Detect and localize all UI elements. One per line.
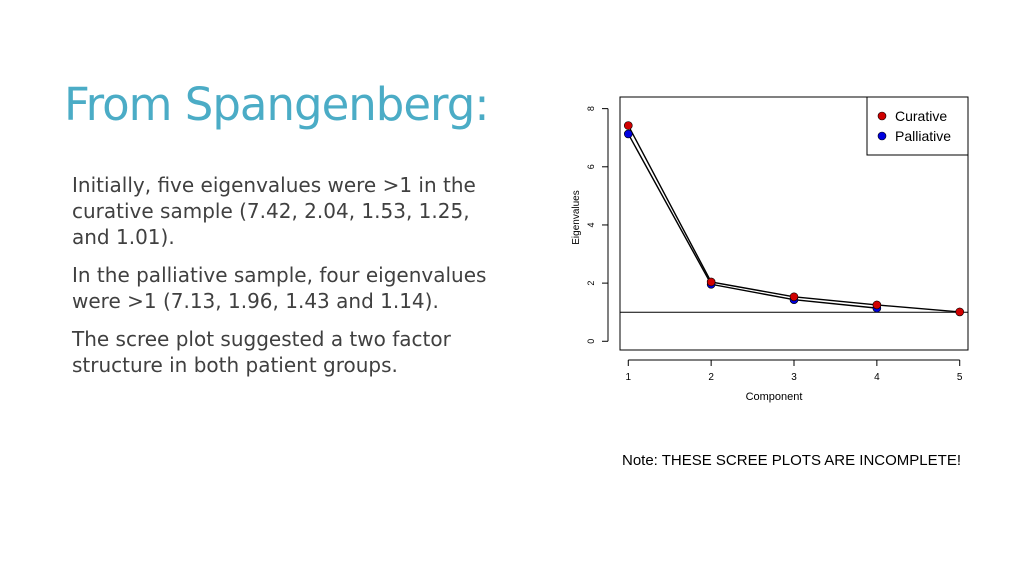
paragraph-scree: The scree plot suggested a two factor st…: [72, 327, 451, 377]
paragraph-curative: Initially, five eigenvalues were >1 in t…: [72, 173, 476, 249]
series-line-palliative: [627, 133, 877, 309]
note-text: Note: THESE SCREE PLOTS ARE INCOMPLETE!: [622, 452, 961, 469]
scree-plot-svg: 0 2 4 6 8 1 2 3 4 5 Component Eigenvalues Curative Pa…: [571, 96, 969, 403]
paragraph-palliative: In the palliative sample, four eigenvalu…: [72, 263, 487, 313]
slide-body: Initially, five eigenvalues were >1 in t…: [72, 172, 492, 390]
y-tick-label: 4: [586, 222, 596, 227]
y-tick-label: 8: [586, 106, 596, 111]
x-tick-label: 3: [791, 372, 797, 383]
scree-plot: 0 2 4 6 8 1 2 3 4 5 Component Eigenvalues Curative Pa…: [555, 88, 985, 418]
data-point-curative: [706, 277, 716, 287]
data-point-curative: [623, 121, 633, 130]
data-point-curative: [872, 300, 882, 310]
legend-label-curative: Curative: [895, 108, 947, 124]
slide-title: From Spangenberg:: [64, 78, 489, 131]
data-point-curative: [955, 307, 965, 317]
x-tick-label: 4: [874, 372, 880, 383]
legend-marker-curative: [877, 111, 887, 121]
y-axis-label: Eigenvalues: [571, 190, 582, 244]
data-point-palliative: [623, 129, 633, 139]
y-tick-label: 6: [586, 164, 596, 169]
legend-box: [866, 96, 969, 156]
y-tick-label: 2: [586, 281, 596, 286]
x-tick-label: 2: [708, 372, 714, 383]
legend-label-palliative: Palliative: [895, 128, 951, 144]
x-axis-label: Component: [746, 391, 803, 403]
legend-marker-palliative: [877, 131, 887, 141]
plot-frame: [619, 96, 969, 351]
y-tick-label: 0: [586, 339, 596, 344]
data-point-curative: [789, 292, 799, 302]
x-tick-label: 5: [957, 372, 963, 383]
x-tick-label: 1: [626, 372, 632, 383]
